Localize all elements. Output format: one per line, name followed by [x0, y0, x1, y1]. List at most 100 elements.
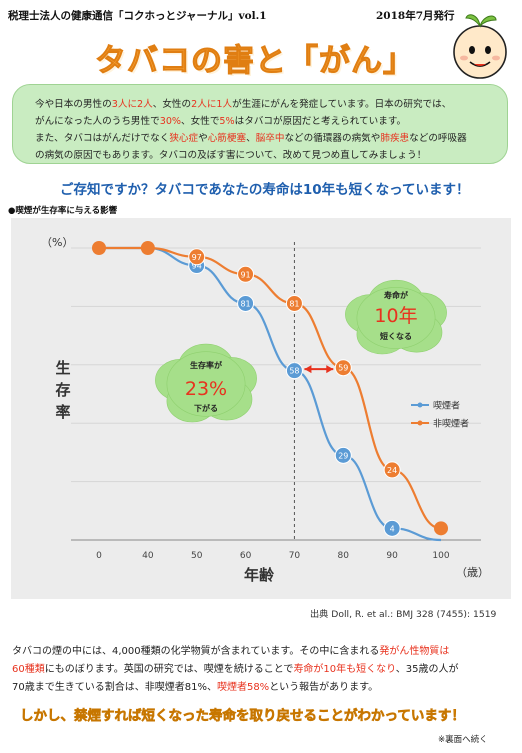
data-point	[434, 521, 448, 536]
body-highlight: 喫煙者58%	[216, 682, 270, 693]
intro-text: 今や日本の男性の	[35, 99, 112, 110]
section-heading: ご存知ですか？タバコであなたの寿命は10年も短くなっています！	[60, 182, 470, 198]
legend-marker	[417, 402, 423, 408]
data-label: 81	[289, 299, 299, 308]
data-point	[383, 461, 401, 479]
intro-text: また、タバコはがんだけでなく	[35, 133, 170, 144]
legend-label: 非喫煙者	[433, 418, 469, 430]
y-axis-label: 率	[55, 403, 70, 421]
intro-text: などの呼吸器	[409, 133, 467, 144]
intro-text: が生涯にがんを発症しています。日本の研究では、	[232, 99, 452, 110]
body-highlight: 寿命が10年も短くなり	[293, 664, 396, 675]
x-tick-label: 0	[96, 551, 102, 561]
mascot-illustration	[453, 14, 507, 79]
data-label: 58	[289, 367, 299, 376]
x-axis-label: 年齢	[244, 566, 275, 584]
data-label: 91	[240, 270, 250, 279]
intro-highlight: 30%	[159, 116, 182, 127]
x-tick-label: 80	[338, 551, 350, 561]
chart-frame: 寿命が 10年短くなる生存率が 23% 下がる 0 40 50 60 70 80 90 100 （%）…	[11, 218, 511, 599]
newsletter-name: 税理士法人の健康通信「コクホっとジャーナル」vol.1	[8, 10, 267, 22]
legend-marker	[417, 420, 423, 426]
body-text: という報告があります。	[269, 682, 379, 693]
page-title: タバコの害と「がん」	[95, 43, 415, 80]
data-point	[140, 241, 155, 255]
body-text: 、35歳の人が	[395, 664, 459, 675]
data-label: 94	[192, 262, 202, 271]
intro-line-1: 今や日本の男性の3人に2人、女性の2人に1人が生涯にがんを発症しています。日本の…	[35, 96, 451, 110]
intro-highlight: 5%	[219, 116, 235, 127]
bubble-text: 下がる	[194, 403, 218, 413]
issue-date: 2018年7月発行	[376, 10, 455, 22]
source-citation: 出典 Doll, R. et al.: BMJ 328 (7455): 1519	[310, 609, 497, 620]
data-label: 24	[387, 466, 397, 475]
data-point	[334, 446, 352, 464]
intro-line-2: がんになった人のうち男性で30%、女性で5%はタバコが原因だと考えられています。	[35, 113, 406, 127]
survival-drop-bubble: 生存率が 23% 下がる	[155, 343, 257, 423]
intro-highlight: 脳卒中	[255, 133, 285, 144]
data-point	[188, 248, 206, 266]
intro-text: などの循環器の病気や	[284, 133, 381, 144]
cloud-part	[356, 287, 436, 349]
data-point	[285, 362, 303, 380]
conclusion-banner: しかし、禁煙すれば短くなった寿命を取り戻せることがわかっています！	[20, 708, 465, 725]
body-line-3: 70歳まで生きている割合は、非喫煙者81%、喫煙者58%という報告があります。	[12, 678, 378, 693]
x-tick-label: 60	[240, 551, 252, 561]
x-tick-label: 70	[289, 551, 301, 561]
data-label: 59	[338, 364, 348, 373]
y-axis-label: 生	[55, 359, 70, 377]
x-tick-label: 90	[386, 551, 398, 561]
intro-text: 、女性で	[181, 116, 220, 127]
gap-arrow-head	[326, 365, 334, 374]
x-unit-label: （歳）	[456, 566, 489, 579]
data-label: 4	[390, 524, 395, 533]
bubble-text: 短くなる	[380, 331, 412, 341]
intro-text: はタバコが原因だと考えられています。	[234, 116, 407, 127]
body-text: 70歳まで生きている割合は、非喫煙者81%、	[12, 682, 217, 693]
intro-text: や	[198, 133, 208, 144]
data-point	[285, 294, 303, 312]
cloud-part	[166, 351, 246, 417]
data-label: 29	[338, 451, 348, 460]
intro-box: 今や日本の男性の3人に2人、女性の2人に1人が生涯にがんを発症しています。日本の…	[12, 84, 508, 164]
body-highlight: 60種類	[12, 664, 45, 675]
y-unit-label: （%）	[41, 236, 73, 249]
y-axis-label: 存	[55, 381, 70, 399]
data-point	[383, 519, 401, 537]
data-point	[334, 359, 352, 377]
intro-highlight: 心筋梗塞	[207, 133, 247, 144]
body-line-2: 60種類にものぼります。英国の研究では、喫煙を続けることで寿命が10年も短くなり…	[12, 660, 459, 675]
data-point	[237, 294, 255, 312]
data-point	[92, 241, 106, 255]
x-tick-label: 100	[432, 551, 449, 561]
legend-label: 喫煙者	[433, 400, 460, 412]
intro-line-4: の病気の原因でもあります。タバコの及ぼす害について、改めて見つめ直してみましょう…	[35, 150, 427, 161]
x-tick-label: 50	[191, 551, 203, 561]
bubble-big-text: 10年	[374, 305, 417, 327]
intro-highlight: 2人に1人	[191, 99, 233, 110]
data-point	[237, 265, 255, 283]
x-tick-label: 40	[142, 551, 154, 561]
intro-text: 、女性の	[152, 99, 192, 110]
body-highlight: 発がん性物質は	[379, 646, 450, 657]
body-line-1: タバコの煙の中には、4,000種類の化学物質が含まれています。その中に含まれる発…	[12, 642, 449, 657]
intro-text: がんになった人のうち男性で	[35, 116, 160, 127]
bubble-big-text: 23%	[185, 378, 227, 400]
intro-highlight: 肺疾患	[380, 133, 410, 144]
data-label: 81	[240, 299, 250, 308]
gap-arrow-head	[304, 365, 312, 374]
body-text: タバコの煙の中には、4,000種類の化学物質が含まれています。その中に含まれる	[12, 646, 380, 657]
series-line	[99, 246, 442, 542]
continued-note: ※裏面へ続く	[438, 735, 488, 745]
data-label: 97	[192, 253, 202, 262]
intro-highlight: 3人に2人	[111, 99, 153, 110]
intro-text: 、	[246, 133, 256, 144]
bubble-text: 生存率が	[190, 360, 223, 370]
body-text: にものぼります。英国の研究では、喫煙を続けることで	[44, 664, 294, 675]
bubble-text: 寿命が	[384, 290, 409, 300]
intro-line-3: また、タバコはがんだけでなく狭心症や心筋梗塞、脳卒中などの循環器の病気や肺疾患な…	[35, 130, 467, 144]
chart-caption: ●喫煙が生存率に与える影響	[8, 206, 118, 216]
intro-highlight: 狭心症	[169, 133, 199, 144]
